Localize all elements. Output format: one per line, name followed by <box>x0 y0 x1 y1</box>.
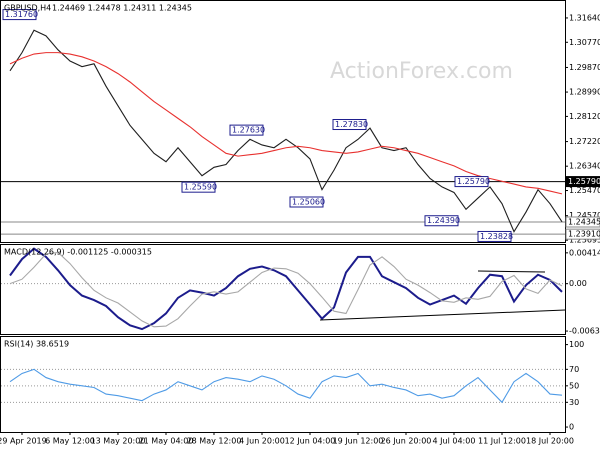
y-tick-label: 1.28120 <box>569 112 600 121</box>
annotation-box <box>2 9 37 21</box>
annotation-box <box>332 119 367 131</box>
annotation-label: 1.25060 <box>292 198 325 207</box>
level-box <box>565 228 600 240</box>
x-tick-label: 29 Apr 2019 <box>0 437 47 446</box>
x-tick-label: 6 May 12:00 <box>45 437 95 446</box>
y-tick-label: 0 <box>569 423 574 432</box>
y-tick-label: 70 <box>569 365 579 374</box>
level-label: 1.24345 <box>568 218 600 227</box>
panel <box>0 0 566 243</box>
annotation-label: 1.24390 <box>427 216 460 225</box>
annotation-box <box>477 230 512 242</box>
x-tick-label: 21 May 04:00 <box>139 437 194 446</box>
annotation-box <box>229 124 264 136</box>
panel-title: MACD(12,26,9) -0.001125 -0.000315 <box>4 248 152 257</box>
y-tick-label: 0.00 <box>569 279 587 288</box>
annotation-label: 1.27830 <box>335 120 368 129</box>
y-tick-label: 1.26340 <box>569 162 600 171</box>
annotation-box <box>181 181 216 193</box>
annotation-label: 1.27630 <box>232 126 265 135</box>
level-label: 1.25790 <box>568 177 600 186</box>
series-line <box>9 52 563 195</box>
y-tick-label: 0.004141 <box>569 248 600 257</box>
x-tick-label: 19 Jun 12:00 <box>333 437 384 446</box>
y-tick-label: 1.31640 <box>569 13 600 22</box>
y-tick-label: 1.28990 <box>569 88 600 97</box>
y-tick-label: 1.23695 <box>569 236 600 245</box>
series-line <box>9 29 563 233</box>
chart-title: GBPUSD,H4 <box>4 4 51 13</box>
y-tick-label: 1.24570 <box>569 211 600 220</box>
trend-line <box>319 309 566 321</box>
y-tick-label: 1.27220 <box>569 137 600 146</box>
annotation-label: 1.31760 <box>5 10 38 19</box>
y-tick-label: 30 <box>569 398 579 407</box>
series-line <box>9 251 563 328</box>
x-tick-label: 11 Jul 12:00 <box>478 437 526 446</box>
trend-line <box>477 270 546 273</box>
y-tick-label: 50 <box>569 381 579 390</box>
watermark: ActionForex.com <box>330 59 513 84</box>
x-tick-label: 4 Jun 20:00 <box>239 437 285 446</box>
x-tick-label: 4 Jul 04:00 <box>433 437 476 446</box>
x-tick-label: 18 Jul 20:00 <box>526 437 574 446</box>
level-label: 1.23910 <box>568 230 600 239</box>
level-box <box>565 216 600 228</box>
chart-subtitle: 1.24469 1.24478 1.24311 1.24345 <box>52 4 192 13</box>
panel <box>0 244 566 335</box>
y-tick-label: 100 <box>569 340 584 349</box>
annotation-box <box>454 176 489 188</box>
x-tick-label: 28 May 12:00 <box>187 437 242 446</box>
annotation-box <box>289 196 324 208</box>
y-tick-label: 1.29870 <box>569 63 600 72</box>
panel-title: RSI(14) 38.6519 <box>4 340 69 349</box>
y-tick-label: 1.25470 <box>569 186 600 195</box>
series-line <box>9 368 563 404</box>
x-tick-label: 12 Jun 04:00 <box>285 437 336 446</box>
panel <box>0 336 566 433</box>
y-tick-label: -0.006365 <box>569 327 600 336</box>
annotation-label: 1.23828 <box>480 232 513 241</box>
annotation-label: 1.25790 <box>457 177 490 186</box>
level-box <box>565 176 600 188</box>
annotation-box <box>424 215 459 227</box>
annotation-label: 1.25590 <box>184 183 217 192</box>
y-tick-label: 1.30770 <box>569 38 600 47</box>
x-tick-label: 26 Jun 20:00 <box>381 437 432 446</box>
x-tick-label: 13 May 20:00 <box>91 437 146 446</box>
